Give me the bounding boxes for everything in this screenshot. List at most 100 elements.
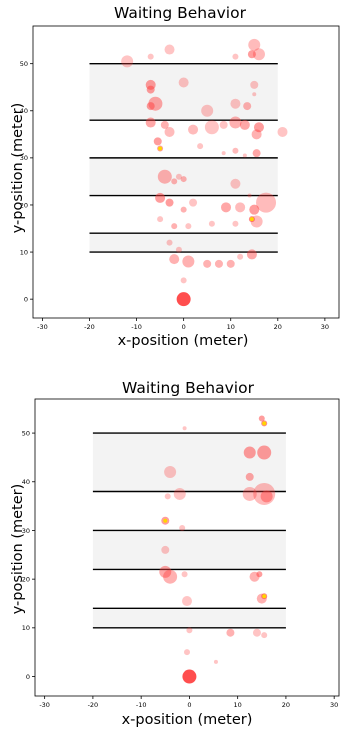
data-point [229, 116, 242, 129]
plot-area [34, 398, 340, 697]
bands [89, 63, 278, 253]
data-point [171, 223, 178, 230]
data-point [182, 596, 192, 607]
x-ticks: -30 -20 -10 0 10 20 30 [37, 318, 329, 331]
data-point [261, 632, 268, 639]
data-point [239, 119, 250, 130]
data-point [155, 192, 166, 203]
data-point [159, 565, 172, 578]
corridor-band [89, 63, 278, 121]
data-point [214, 259, 223, 268]
data-point [232, 220, 239, 227]
data-point [242, 153, 247, 158]
data-point [185, 223, 192, 230]
data-point [257, 445, 272, 460]
chart-title: Waiting Behavior [122, 379, 255, 397]
data-point [166, 239, 173, 246]
y-tick-label: 50 [22, 429, 30, 437]
data-point [178, 77, 189, 88]
hlines [89, 62, 278, 253]
data-point [252, 48, 265, 61]
points [159, 415, 276, 684]
data-point [173, 487, 186, 500]
data-point [164, 44, 175, 55]
data-point [213, 659, 218, 664]
y-tick-label: 30 [22, 527, 30, 535]
x-tick-label: 30 [321, 323, 329, 331]
data-point [179, 525, 186, 532]
x-tick-label: 20 [274, 323, 282, 331]
data-point [253, 482, 276, 505]
corridor-band [92, 530, 286, 570]
data-point [232, 147, 239, 154]
data-point [247, 50, 256, 59]
data-point [186, 627, 193, 634]
y-tick-label: 40 [20, 107, 28, 115]
data-point [251, 129, 262, 140]
data-point [175, 246, 182, 253]
data-point [253, 122, 264, 133]
data-point [201, 104, 214, 117]
y-ticks: 0 10 20 30 40 50 [20, 60, 33, 303]
data-point [243, 102, 252, 111]
data-point [256, 192, 277, 213]
data-point [176, 292, 191, 307]
data-point [250, 80, 259, 89]
data-point [208, 220, 215, 227]
corridor-band [92, 433, 286, 492]
data-point [221, 202, 232, 213]
data-point [245, 472, 254, 481]
corridor-band [89, 157, 278, 196]
data-point [121, 55, 134, 68]
data-point [164, 126, 175, 137]
y-tick-label: 40 [22, 478, 30, 486]
hlines [92, 432, 286, 629]
y-ticks: 0 10 20 30 40 50 [22, 429, 35, 681]
data-point [164, 493, 171, 500]
data-point [163, 569, 178, 584]
data-point [256, 571, 263, 578]
data-point [180, 176, 187, 183]
data-point [237, 253, 244, 260]
data-point [146, 102, 155, 111]
x-axis-label: x-position (meter) [118, 333, 249, 349]
x-tick-label: -30 [37, 323, 48, 331]
data-point [160, 120, 169, 129]
data-point [184, 649, 190, 656]
points [121, 38, 288, 307]
data-point [157, 169, 172, 184]
data-point [243, 446, 256, 459]
x-tick-label: -10 [131, 323, 142, 331]
data-point [182, 426, 187, 431]
data-point [164, 466, 177, 479]
data-point [248, 38, 261, 51]
data-point [175, 173, 182, 180]
x-tick-label: 10 [227, 323, 235, 331]
x-tick-label: -30 [39, 701, 50, 709]
chart-top: Waiting Behavior x-position (meter) y-po… [10, 4, 340, 349]
data-point [252, 628, 261, 637]
data-point [262, 594, 267, 599]
data-point [161, 545, 170, 554]
data-point [230, 178, 241, 189]
data-point [188, 124, 199, 135]
data-point [180, 277, 187, 284]
y-axis-label: y-position (meter) [10, 103, 26, 234]
data-point [182, 255, 195, 268]
data-point [147, 53, 154, 60]
data-point [153, 137, 162, 146]
data-point [169, 254, 180, 265]
x-tick-label: 10 [234, 701, 242, 709]
data-point [230, 98, 241, 109]
x-tick-label: 20 [282, 701, 290, 709]
data-point [258, 415, 265, 422]
y-tick-label: 30 [20, 154, 28, 162]
data-point [247, 193, 252, 198]
data-point [197, 143, 204, 150]
data-point [182, 669, 197, 684]
corridor-band [92, 608, 286, 628]
y-tick-label: 20 [22, 575, 30, 583]
y-tick-label: 10 [20, 248, 28, 256]
y-tick-label: 0 [26, 673, 30, 681]
